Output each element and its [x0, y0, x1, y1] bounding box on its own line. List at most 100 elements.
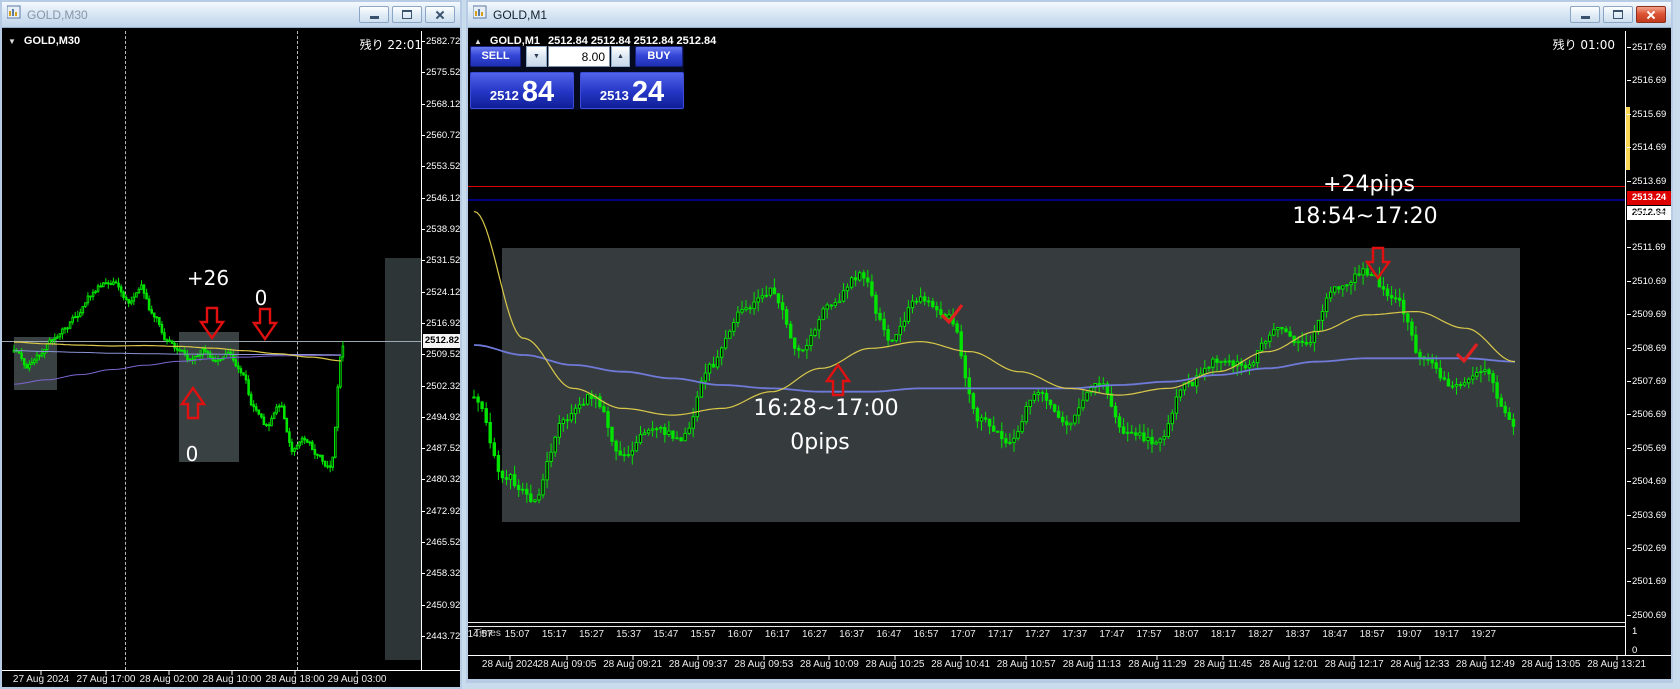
- axis-tick: [828, 656, 830, 660]
- subwindow-separator-top[interactable]: [468, 622, 1625, 623]
- minimize-button[interactable]: [1570, 6, 1600, 23]
- collapse-triangle-icon[interactable]: ▼: [8, 36, 16, 46]
- price-axis-label: 2503.69: [1626, 509, 1667, 521]
- times-indicator-label: 19:17: [1433, 629, 1459, 640]
- price-axis-label: 2507.69: [1626, 376, 1667, 387]
- session-highlight-box: [502, 248, 1520, 522]
- axis-tick: [356, 671, 358, 675]
- expand-triangle-icon[interactable]: ▲: [474, 36, 482, 46]
- date-axis-label: 28 Aug 11:45: [1193, 659, 1253, 670]
- annotation-gain: +24pips: [1323, 172, 1415, 197]
- axis-tick: [231, 671, 233, 675]
- restore-icon: [402, 10, 412, 19]
- ma-yellow-line: [473, 210, 1516, 416]
- axis-tick: [697, 656, 699, 660]
- candles-group: [472, 262, 1516, 504]
- day-separator-line: [125, 31, 126, 670]
- date-axis-label: 28 Aug 09:05: [537, 659, 597, 670]
- axis-tick: [1288, 656, 1290, 660]
- volume-decrease-button[interactable]: [526, 46, 547, 67]
- times-indicator-label: 18:27: [1248, 629, 1274, 640]
- price-axis-label: 2538.92: [420, 223, 460, 235]
- price-axis-label: 2506.69: [1626, 409, 1667, 421]
- axis-tick: [1353, 656, 1355, 660]
- date-axis-label: 28 Aug 09:53: [734, 659, 794, 670]
- gold-m1-chart-area[interactable]: 2513.24 2512.84 ▲ GOLD,M1 2512.84 2512.8…: [468, 28, 1671, 679]
- axis-tick: [294, 671, 296, 675]
- price-axis-label: 2511.69: [1627, 242, 1666, 254]
- sell-price-display[interactable]: 2512 84: [470, 72, 574, 109]
- price-axis-label: 2494.92: [420, 411, 460, 423]
- chart-window-gold-m1[interactable]: GOLD,M1 2513.24 2512.84 ▲ GOLD,M1 2512.8…: [466, 0, 1673, 683]
- times-indicator-label: 15:17: [541, 629, 567, 640]
- times-indicator-label: 17:37: [1062, 629, 1088, 640]
- candles-group: [12, 277, 345, 473]
- left-window-controls: [359, 6, 455, 23]
- restore-button[interactable]: [392, 6, 422, 23]
- times-indicator-label: 19:07: [1396, 629, 1422, 640]
- times-indicator-label: 15:57: [690, 629, 716, 640]
- annotation-trade1-time: 18:54~17:20: [1292, 204, 1438, 229]
- axis-tick: [105, 671, 107, 675]
- bid-price-line: [468, 199, 1625, 201]
- date-axis-label: 28 Aug 10:09: [799, 659, 859, 670]
- price-axis-label: 2480.32: [420, 474, 460, 486]
- right-window-titlebar[interactable]: GOLD,M1: [468, 2, 1671, 28]
- axis-tick: [1484, 656, 1486, 660]
- price-axis-label: 2508.69: [1626, 342, 1667, 354]
- symbol-label-row: ▲ GOLD,M1 2512.84 2512.84 2512.84 2512.8…: [474, 35, 716, 47]
- date-axis-label: 28 Aug 11:13: [1062, 659, 1121, 670]
- price-axis-label: 2514.69: [1626, 142, 1667, 154]
- buy-button[interactable]: BUY: [635, 46, 683, 67]
- current-price-line: [2, 341, 421, 342]
- ma-blue-line: [473, 344, 1516, 393]
- time-axis-label: 28 Aug 10:00: [202, 674, 262, 685]
- candlestick-plot-m1[interactable]: [468, 31, 1625, 622]
- left-window-titlebar[interactable]: GOLD,M30: [2, 2, 460, 28]
- time-axis-label: 27 Aug 2024: [12, 674, 70, 685]
- times-indicator-label: 16:57: [913, 629, 939, 640]
- times-indicator-label: 15:47: [653, 629, 679, 640]
- volume-increase-button[interactable]: [611, 46, 630, 67]
- candlestick-plot-m30[interactable]: [2, 31, 421, 670]
- axis-tick: [1616, 656, 1618, 660]
- volume-input[interactable]: [548, 46, 610, 67]
- axis-tick: [1222, 656, 1224, 660]
- sell-arrow-icon: [251, 307, 279, 342]
- sell-arrow-icon: [1364, 246, 1392, 281]
- times-indicator-label: 17:17: [987, 629, 1013, 640]
- close-button[interactable]: [1636, 6, 1666, 23]
- price-axis-label: 2450.92: [420, 599, 460, 611]
- times-indicator-label: 17:07: [950, 629, 976, 640]
- chart-window-gold-m30[interactable]: GOLD,M30 ▼ GOLD,M30 残り 22:01 2512.82 +26: [0, 0, 462, 689]
- restore-button[interactable]: [1603, 6, 1633, 23]
- price-axis-label: 2517.69: [1626, 42, 1667, 53]
- date-axis-label: 28 Aug 09:21: [603, 659, 663, 670]
- buy-price-display[interactable]: 2513 24: [580, 72, 684, 109]
- axis-tick: [1550, 656, 1552, 660]
- indicator-name-label: Times: [474, 628, 501, 639]
- minimize-button[interactable]: [359, 6, 389, 23]
- time-axis-label: 28 Aug 18:00: [265, 674, 325, 685]
- date-axis-label: 28 Aug 2024: [481, 659, 539, 670]
- gold-m30-chart-area[interactable]: ▼ GOLD,M30 残り 22:01 2512.82 +26 0 0 2582…: [2, 28, 460, 687]
- sell-button[interactable]: SELL: [470, 46, 521, 67]
- price-axis-label: 2510.69: [1626, 275, 1667, 287]
- close-button[interactable]: [425, 6, 455, 23]
- buy-price-major: 2513: [599, 88, 629, 103]
- date-axis-label: 28 Aug 09:37: [668, 659, 728, 670]
- date-axis-label: 28 Aug 12:17: [1324, 659, 1384, 670]
- price-axis-label: 2443.72: [420, 631, 460, 643]
- ohlc-values: 2512.84 2512.84 2512.84 2512.84: [548, 35, 717, 47]
- subwindow-separator-bottom[interactable]: [468, 626, 1625, 627]
- checkmark-icon: [1455, 343, 1479, 364]
- price-axis-label: 2500.69: [1626, 609, 1667, 621]
- price-axis-label: 2553.52: [420, 161, 460, 173]
- times-indicator-label: 16:27: [802, 629, 828, 640]
- times-indicator-label: 18:37: [1285, 629, 1311, 640]
- price-axis-label: 2531.52: [420, 255, 460, 267]
- date-axis-label: 28 Aug 11:29: [1128, 659, 1187, 670]
- axis-tick: [1091, 656, 1093, 660]
- price-axis-label: 2487.52: [420, 443, 460, 455]
- axis-tick: [168, 671, 170, 675]
